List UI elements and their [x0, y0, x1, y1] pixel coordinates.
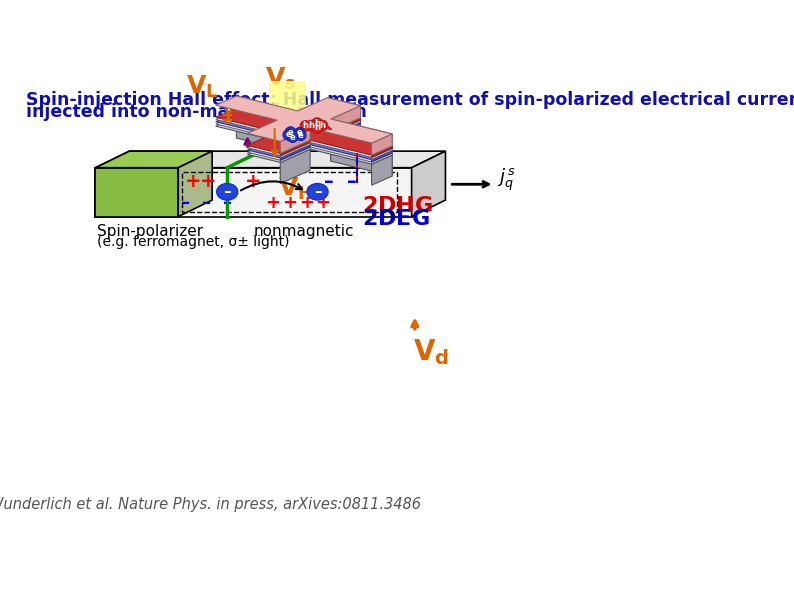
Text: –: –: [223, 184, 231, 199]
Polygon shape: [331, 140, 392, 176]
Polygon shape: [237, 110, 298, 127]
Text: h: h: [314, 123, 320, 133]
Text: –: –: [324, 172, 333, 191]
Polygon shape: [331, 133, 392, 151]
Text: +: +: [245, 172, 262, 191]
Text: $\mathbf{V_L}$: $\mathbf{V_L}$: [186, 73, 218, 99]
Text: –: –: [314, 184, 322, 199]
Polygon shape: [179, 151, 212, 217]
Polygon shape: [328, 98, 360, 118]
Polygon shape: [280, 142, 310, 158]
Text: $\mathbf{V_H}$: $\mathbf{V_H}$: [278, 176, 313, 202]
Text: h: h: [309, 121, 314, 130]
Polygon shape: [280, 147, 310, 162]
Text: h: h: [319, 121, 326, 130]
Text: +: +: [315, 194, 330, 212]
Polygon shape: [280, 149, 310, 183]
Polygon shape: [237, 112, 298, 130]
Text: –: –: [346, 172, 357, 191]
Circle shape: [285, 127, 296, 137]
Polygon shape: [280, 128, 310, 154]
Polygon shape: [237, 115, 298, 132]
Polygon shape: [216, 112, 392, 159]
Text: Spin-injection Hall effect: Hall measurement of spin-polarized electrical curren: Spin-injection Hall effect: Hall measure…: [26, 91, 794, 109]
Polygon shape: [372, 153, 392, 164]
Text: –: –: [223, 194, 233, 212]
Text: +: +: [200, 172, 217, 191]
Polygon shape: [331, 120, 360, 136]
Polygon shape: [216, 96, 392, 143]
Polygon shape: [372, 151, 392, 162]
Text: +: +: [299, 194, 314, 212]
Circle shape: [295, 127, 305, 138]
Polygon shape: [280, 145, 310, 160]
Text: –: –: [181, 194, 191, 212]
Polygon shape: [328, 119, 360, 148]
Text: e: e: [285, 130, 291, 139]
Polygon shape: [216, 115, 392, 162]
Text: nonmagnetic: nonmagnetic: [253, 224, 354, 239]
Circle shape: [295, 130, 306, 140]
Polygon shape: [328, 117, 360, 127]
Polygon shape: [411, 151, 445, 217]
Circle shape: [300, 121, 310, 131]
Polygon shape: [95, 151, 212, 168]
Polygon shape: [95, 151, 445, 168]
Polygon shape: [331, 127, 360, 161]
Text: Wunderlich et al. Nature Phys. in press, arXives:0811.3486: Wunderlich et al. Nature Phys. in press,…: [0, 497, 421, 512]
Polygon shape: [328, 112, 360, 123]
Ellipse shape: [217, 183, 237, 200]
Text: $j_q^{\,s}$: $j_q^{\,s}$: [496, 167, 515, 193]
Text: +: +: [185, 172, 202, 191]
Text: e: e: [290, 133, 295, 142]
Polygon shape: [328, 114, 360, 124]
Text: $\mathbf{V_s}$: $\mathbf{V_s}$: [264, 66, 295, 92]
Polygon shape: [331, 119, 392, 146]
Polygon shape: [237, 96, 298, 123]
Text: (e.g. ferromagnet, σ± light): (e.g. ferromagnet, σ± light): [97, 236, 290, 249]
Polygon shape: [237, 108, 298, 126]
Polygon shape: [331, 118, 360, 133]
Polygon shape: [237, 117, 298, 153]
Text: $\mathbf{2DHG}$: $\mathbf{2DHG}$: [362, 196, 434, 216]
Polygon shape: [372, 155, 392, 185]
Polygon shape: [328, 109, 360, 120]
Polygon shape: [331, 138, 392, 155]
Polygon shape: [95, 168, 179, 217]
Text: $\mathbf{V_d}$: $\mathbf{V_d}$: [413, 337, 449, 367]
Polygon shape: [280, 140, 310, 156]
Polygon shape: [331, 131, 392, 148]
Ellipse shape: [307, 183, 328, 200]
Polygon shape: [216, 110, 392, 157]
Circle shape: [312, 123, 322, 133]
Text: injected into non-magnetic system: injected into non-magnetic system: [26, 103, 367, 121]
Circle shape: [287, 132, 298, 142]
Polygon shape: [372, 146, 392, 157]
Text: h: h: [303, 121, 309, 130]
Text: e: e: [298, 131, 303, 140]
Polygon shape: [331, 123, 360, 138]
Text: h: h: [314, 118, 320, 127]
Polygon shape: [216, 117, 392, 164]
Text: $\mathbf{2DEG}$: $\mathbf{2DEG}$: [362, 209, 430, 229]
Text: e: e: [287, 127, 294, 137]
Polygon shape: [331, 136, 392, 153]
Polygon shape: [268, 22, 306, 118]
Circle shape: [317, 120, 328, 131]
Text: +: +: [265, 194, 279, 212]
Circle shape: [306, 120, 317, 131]
Text: Spin-polarizer: Spin-polarizer: [97, 224, 203, 239]
Polygon shape: [372, 148, 392, 159]
Polygon shape: [331, 124, 360, 140]
Polygon shape: [331, 106, 360, 131]
Polygon shape: [216, 108, 392, 155]
Circle shape: [312, 118, 322, 129]
Polygon shape: [372, 134, 392, 155]
Circle shape: [283, 130, 294, 140]
Text: +: +: [282, 194, 297, 212]
Polygon shape: [95, 168, 411, 217]
Text: e: e: [297, 129, 303, 137]
Text: –: –: [202, 194, 211, 212]
